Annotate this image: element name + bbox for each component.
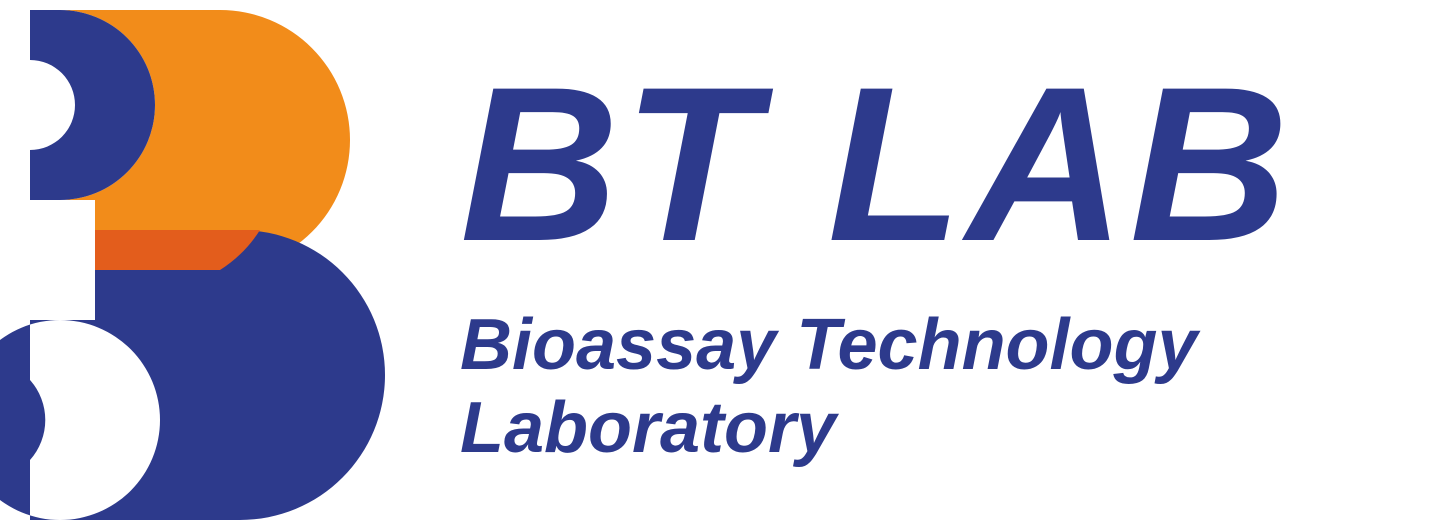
subtitle-line-2: Laboratory bbox=[460, 388, 836, 468]
logo-container: BT LAB Bioassay Technology Laboratory bbox=[0, 0, 1445, 524]
subtitle-line-1: Bioassay Technology bbox=[460, 305, 1198, 385]
logo-lower-lobe bbox=[60, 230, 385, 520]
brand-subtitle: Bioassay Technology Laboratory bbox=[460, 304, 1293, 470]
logo-mark bbox=[0, 0, 400, 524]
logo-text-block: BT LAB Bioassay Technology Laboratory bbox=[460, 54, 1293, 470]
logo-bottom-hook bbox=[0, 320, 60, 520]
brand-title: BT LAB bbox=[460, 54, 1293, 274]
